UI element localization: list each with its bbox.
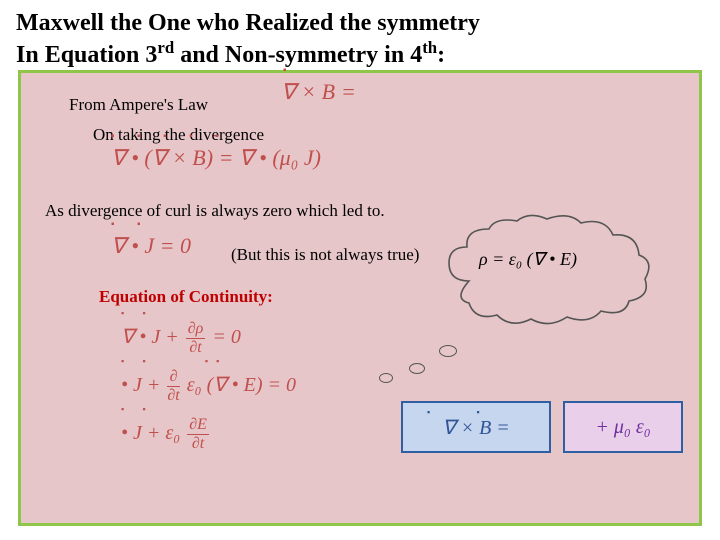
cloud-equation: ρ = ε₀ (∇ • E)	[479, 249, 577, 270]
eq-divj-text: ∇ • J = 0	[111, 233, 191, 258]
title-line1: Maxwell the One who Realized the symmetr…	[16, 10, 480, 36]
curl-zero-label: As divergence of curl is always zero whi…	[45, 201, 385, 221]
result-box-term: + μ₀ ε₀	[563, 401, 683, 453]
row2-frac: ∂∂t	[167, 369, 179, 404]
thought-bubble-3	[379, 373, 393, 383]
title-sup2: th	[422, 38, 437, 57]
vector-marks-3: ▪ ▪	[121, 303, 154, 325]
thought-bubble-1	[439, 345, 457, 357]
row1-tail: = 0	[207, 326, 241, 348]
box2-text: + μ₀ ε₀	[595, 416, 650, 439]
not-always-true: (But this is not always true)	[231, 245, 419, 265]
row2-mid: ε₀ (∇ • E) = 0	[182, 374, 296, 396]
vector-marks-box: ▪ ▪	[427, 407, 502, 417]
thought-cloud: ρ = ε₀ (∇ • E)	[429, 211, 659, 331]
cloud-icon	[429, 211, 659, 331]
row1-lead: ∇ • J +	[121, 326, 184, 348]
vector-marks-2: ▪ ▪	[111, 219, 151, 230]
eq-div-curl-text: ∇ • (∇ × B) = ∇ • (μ₀ J)	[111, 145, 321, 170]
vector-marks-5: ▪ ▪	[121, 399, 154, 421]
stack-row-3: ▪ ▪ • J + ε₀ ∂E∂t	[121, 409, 296, 457]
eq-curl-b: ∇ × B =	[281, 79, 356, 105]
thought-bubble-2	[409, 363, 425, 374]
vector-marks-4: ▪ ▪ ▪▪	[121, 351, 227, 373]
row3-lead: • J + ε₀	[121, 422, 185, 444]
title-line2-end: :	[437, 42, 445, 68]
slide-title: Maxwell the One who Realized the symmetr…	[0, 0, 720, 74]
ampere-label: From Ampere's Law	[69, 95, 208, 115]
result-box-curl: ▪ ▪ ∇ × B =	[401, 401, 551, 453]
equation-stack: ▪ ▪ ∇ • J + ∂ρ∂t = 0 ▪ ▪ ▪▪ • J + ∂∂t ε₀…	[121, 313, 296, 457]
title-line2-mid: and Non-symmetry in 4	[174, 42, 422, 68]
title-line2-pre: In Equation 3	[16, 42, 157, 68]
title-sup1: rd	[157, 38, 174, 57]
nabla-symbol: ∇ × B	[281, 79, 335, 105]
row2-lead: • J +	[121, 374, 165, 396]
content-panel: From Ampere's Law ∇ × B = On taking the …	[18, 70, 702, 526]
eq-div-curl: ▪ ▪ ▪ ▪ ▪ ∇ • (∇ × B) = ∇ • (μ₀ J)	[111, 145, 321, 171]
equals-symbol: =	[341, 79, 356, 105]
vector-marks-1: ▪ ▪ ▪ ▪ ▪	[111, 131, 229, 142]
row3-frac: ∂E∂t	[187, 417, 209, 452]
box1-text: ∇ × B =	[442, 415, 510, 440]
eq-divj-zero: ▪ ▪ ∇ • J = 0	[111, 233, 191, 259]
